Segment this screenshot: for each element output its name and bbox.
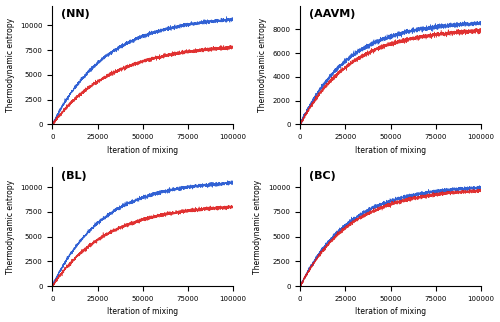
X-axis label: Iteration of mixing: Iteration of mixing — [107, 308, 178, 317]
Y-axis label: Thermodynamic entropy: Thermodynamic entropy — [258, 18, 267, 112]
Y-axis label: Thermodynamic entropy: Thermodynamic entropy — [254, 180, 262, 274]
X-axis label: Iteration of mixing: Iteration of mixing — [355, 146, 426, 155]
Text: (BL): (BL) — [62, 171, 87, 181]
Y-axis label: Thermodynamic entropy: Thermodynamic entropy — [6, 180, 15, 274]
Text: (AAVM): (AAVM) — [310, 9, 356, 19]
X-axis label: Iteration of mixing: Iteration of mixing — [107, 146, 178, 155]
Y-axis label: Thermodynamic entropy: Thermodynamic entropy — [6, 18, 15, 112]
Text: (BC): (BC) — [310, 171, 336, 181]
Text: (NN): (NN) — [62, 9, 90, 19]
X-axis label: Iteration of mixing: Iteration of mixing — [355, 308, 426, 317]
